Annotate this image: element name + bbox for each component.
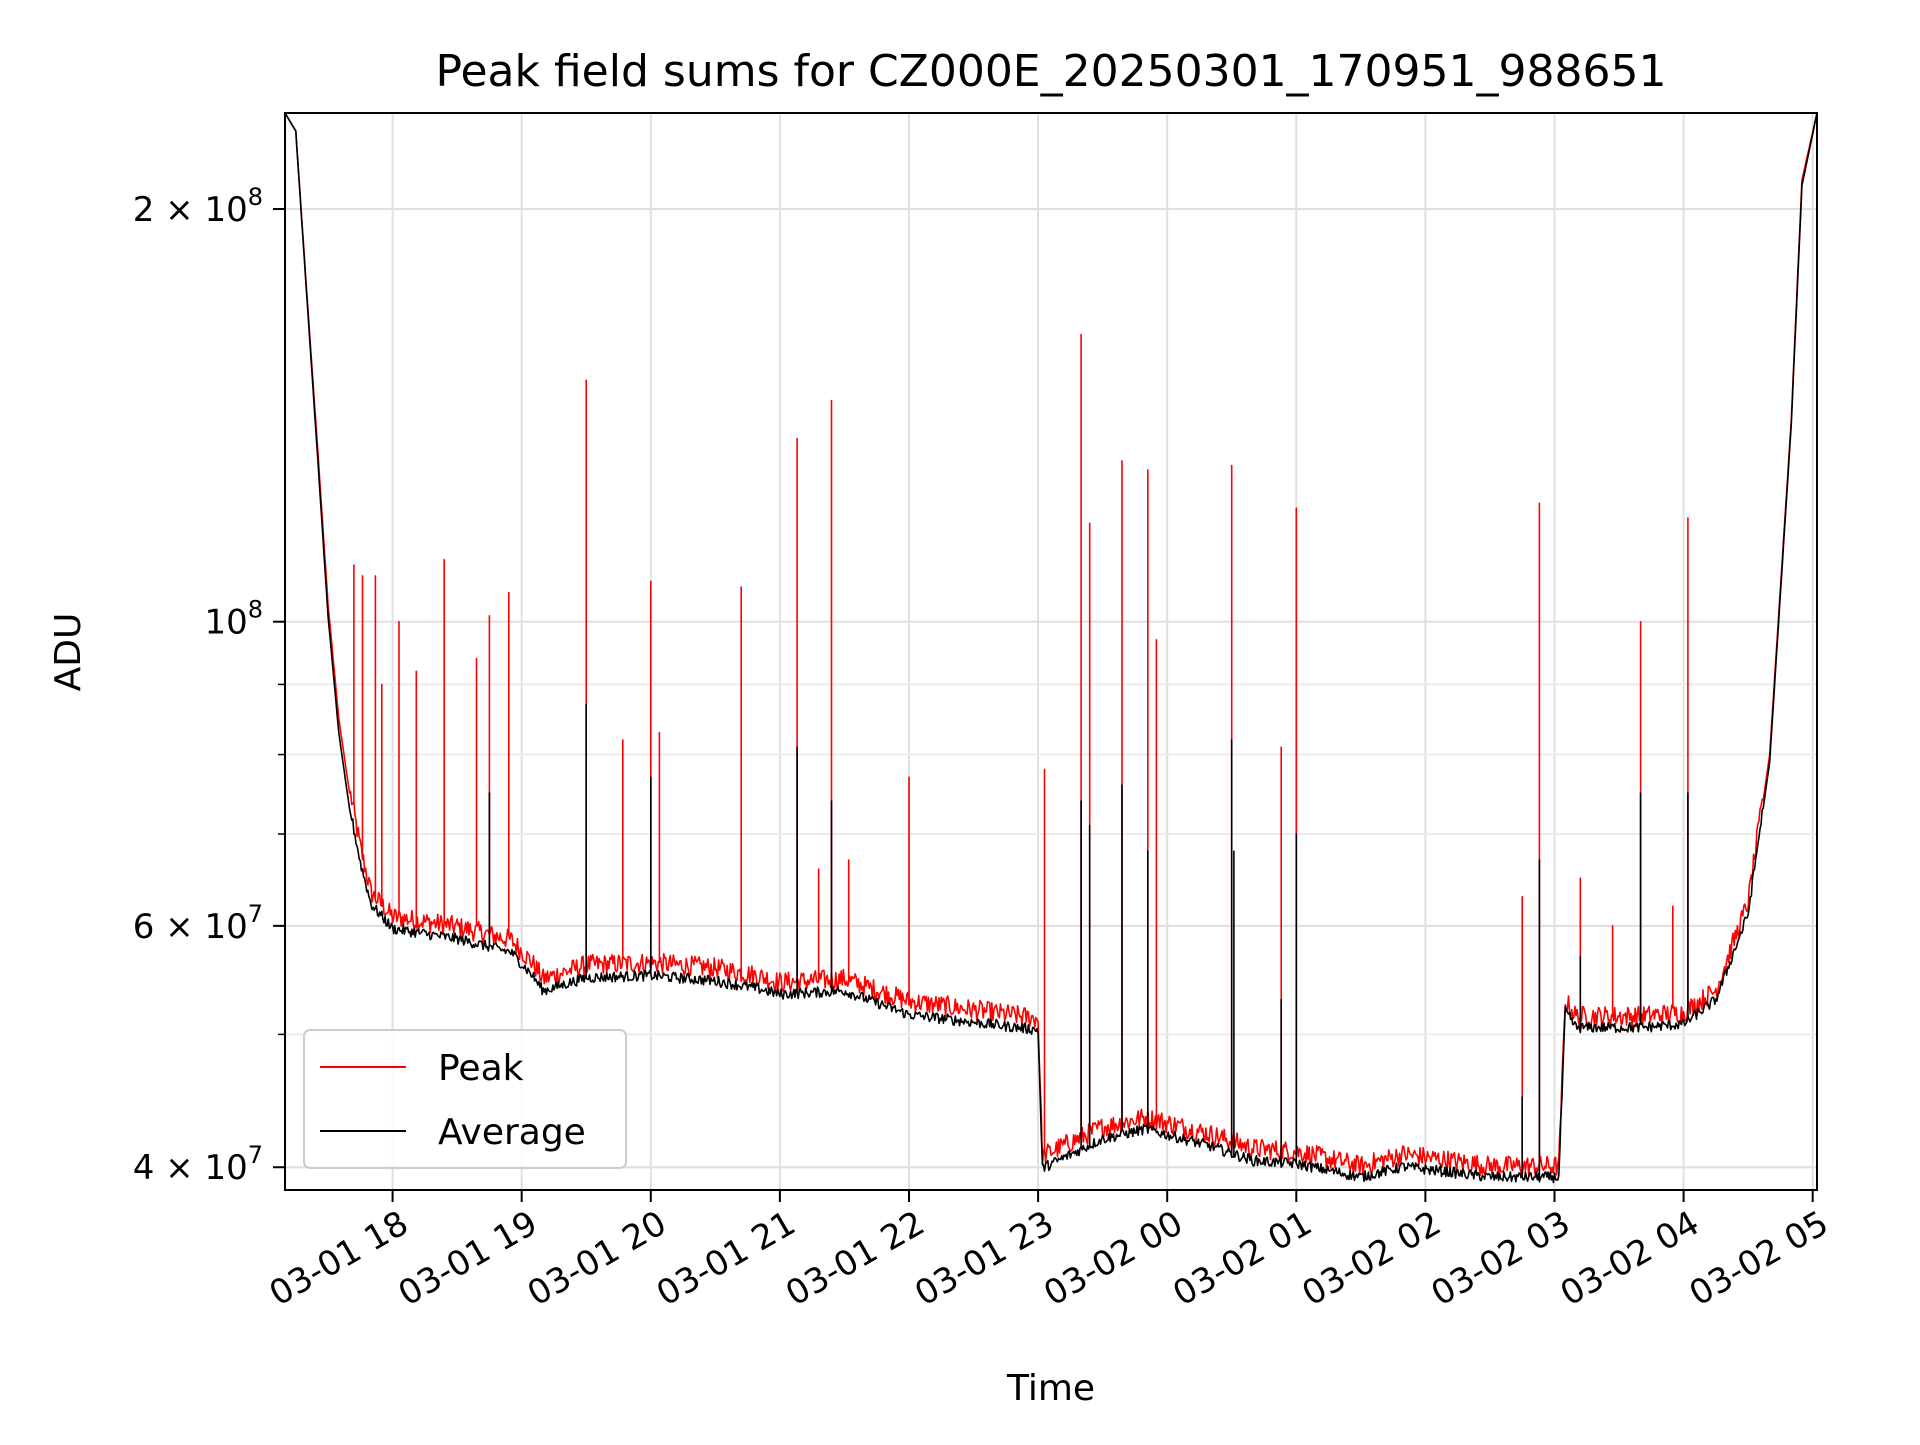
legend-label-peak: Peak [438, 1048, 524, 1089]
plot-frame [284, 112, 1818, 1191]
y-tick-label: 6 × 107 [133, 900, 263, 947]
legend: Peak Average [303, 1029, 627, 1169]
x-axis-label: Time [1006, 1368, 1095, 1409]
legend-box [303, 1029, 627, 1169]
y-tick-label: 4 × 107 [133, 1141, 263, 1188]
chart-title: Peak field sums for CZ000E_20250301_1709… [436, 46, 1667, 97]
series-line-average [284, 112, 1818, 1184]
y-tick-label: 2 × 108 [133, 183, 263, 230]
y-tick-layer: 4 × 107 6 × 107 108 2 × 108 [133, 183, 285, 1188]
y-tick-label: 108 [204, 596, 263, 643]
series-layer [284, 112, 1818, 1184]
y-axis-label: ADU [48, 613, 89, 692]
legend-label-average: Average [438, 1112, 586, 1153]
